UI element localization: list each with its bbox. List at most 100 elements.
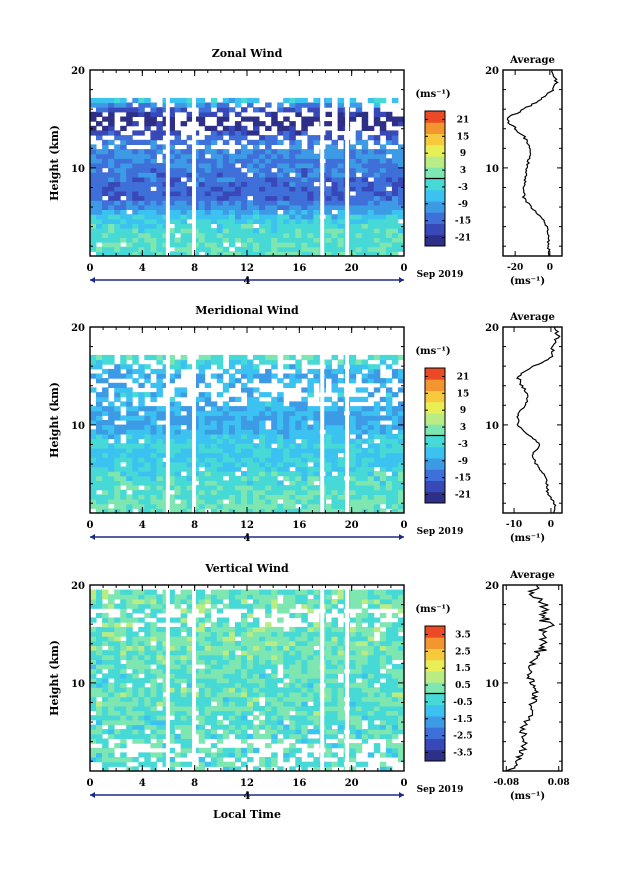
heatmap-cell — [180, 692, 188, 698]
heatmap-cell — [337, 176, 345, 183]
heatmap-cell — [168, 589, 175, 595]
heatmap-cell — [313, 710, 320, 716]
heatmap-cell — [361, 715, 369, 721]
heatmap-cell — [120, 664, 127, 670]
heatmap-cell — [247, 678, 254, 684]
heatmap-cell — [259, 359, 266, 365]
heatmap-cell — [138, 237, 145, 243]
heatmap-cell — [259, 457, 266, 463]
heatmap-cell — [150, 214, 157, 220]
heatmap-cell — [132, 659, 139, 665]
heatmap-cell — [283, 135, 290, 141]
heatmap-cell — [385, 599, 393, 605]
heatmap-cell — [180, 214, 188, 220]
heatmap-cell — [168, 757, 175, 763]
heatmap-cell — [391, 701, 399, 707]
heatmap-cell — [398, 438, 405, 444]
heatmap-cell — [234, 673, 242, 679]
heatmap-cell — [204, 733, 212, 739]
heatmap-cell — [198, 438, 206, 444]
heatmap-cell — [204, 747, 212, 753]
heatmap-cell — [156, 251, 163, 257]
heatmap-cell — [301, 650, 308, 656]
heatmap-cell — [138, 401, 145, 407]
heatmap-cell — [361, 373, 369, 379]
heatmap-cell — [379, 752, 387, 758]
heatmap-cell — [114, 471, 121, 477]
heatmap-cell — [120, 494, 127, 500]
heatmap-cell — [253, 139, 260, 145]
heatmap-cell — [277, 378, 284, 384]
heatmap-cell — [331, 406, 338, 412]
heatmap-cell — [132, 594, 139, 600]
heatmap-cell — [241, 715, 248, 721]
heatmap-cell — [210, 603, 218, 609]
heatmap-cell — [295, 508, 302, 514]
heatmap-cell — [174, 433, 181, 440]
heatmap-cell — [295, 636, 302, 642]
heatmap-cell — [222, 645, 230, 651]
heatmap-cell — [259, 452, 266, 458]
heatmap-cell — [361, 246, 369, 252]
heatmap-cell — [295, 378, 302, 384]
heatmap-cell — [180, 696, 188, 702]
heatmap-cell — [385, 589, 393, 595]
heatmap-cell — [156, 190, 163, 197]
heatmap-cell — [385, 223, 393, 229]
heatmap-cell — [325, 603, 332, 609]
data-gap — [345, 70, 350, 256]
heatmap-cell — [132, 107, 139, 113]
heatmap-cell — [96, 204, 103, 210]
heatmap-cell — [391, 508, 399, 514]
heatmap-cell — [349, 153, 357, 159]
heatmap-cell — [234, 599, 242, 605]
heatmap-cell — [355, 466, 363, 472]
heatmap-cell — [144, 223, 151, 229]
heatmap-cell — [216, 153, 224, 159]
heatmap-cell — [265, 673, 272, 679]
heatmap-cell — [295, 172, 302, 178]
heatmap-cell — [331, 701, 338, 707]
heatmap-cell — [361, 420, 369, 426]
heatmap-cell — [108, 494, 115, 500]
heatmap-cell — [96, 111, 103, 117]
heatmap-cell — [337, 710, 345, 716]
heatmap-cell — [398, 715, 405, 721]
heatmap-cell — [367, 149, 375, 155]
heatmap-cell — [228, 237, 236, 243]
heatmap-cell — [120, 223, 127, 229]
heatmap-cell — [90, 186, 97, 192]
heatmap-cell — [120, 645, 127, 651]
heatmap-cell — [373, 218, 381, 224]
heatmap-cell — [313, 682, 320, 688]
heatmap-cell — [247, 130, 254, 136]
heatmap-cell — [349, 176, 357, 183]
x-tick-label: 0 — [87, 520, 94, 531]
heatmap-cell — [385, 176, 393, 183]
heatmap-cell — [349, 158, 357, 164]
heatmap-cell — [132, 214, 139, 220]
heatmap-cell — [379, 687, 387, 693]
heatmap-cell — [120, 167, 127, 173]
heatmap-cell — [228, 696, 236, 702]
colorbar-swatch — [425, 144, 445, 157]
heatmap-cell — [398, 757, 405, 763]
heatmap-cell — [162, 603, 169, 609]
heatmap-cell — [150, 705, 157, 712]
heatmap-cell — [210, 163, 218, 169]
heatmap-cell — [234, 485, 242, 491]
heatmap-cell — [90, 692, 97, 698]
heatmap-cell — [277, 242, 284, 248]
heatmap-cell — [216, 480, 224, 486]
heatmap-cell — [102, 158, 109, 164]
heatmap-cell — [108, 181, 115, 187]
heatmap-cell — [234, 733, 242, 739]
heatmap-cell — [398, 429, 405, 435]
heatmap-cell — [138, 475, 145, 481]
heatmap-cell — [295, 111, 302, 117]
heatmap-cell — [138, 246, 145, 252]
heatmap-cell — [253, 729, 260, 735]
heatmap-cell — [210, 149, 218, 155]
heatmap-cell — [385, 729, 393, 735]
heatmap-cell — [156, 218, 163, 224]
